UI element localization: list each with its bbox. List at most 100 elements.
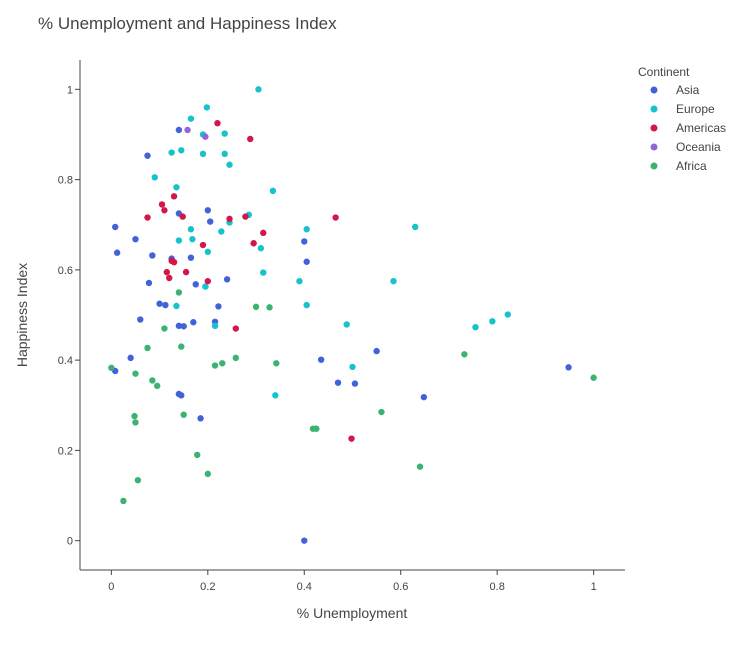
point-americas[interactable] bbox=[144, 214, 151, 221]
point-asia[interactable] bbox=[303, 258, 310, 265]
point-africa[interactable] bbox=[313, 425, 320, 432]
point-africa[interactable] bbox=[161, 325, 168, 332]
point-europe[interactable] bbox=[257, 245, 265, 252]
point-oceania[interactable] bbox=[202, 133, 209, 140]
point-asia[interactable] bbox=[373, 347, 380, 355]
point-europe[interactable] bbox=[187, 115, 195, 122]
point-africa[interactable] bbox=[232, 354, 239, 362]
point-africa[interactable] bbox=[204, 470, 212, 478]
point-asia[interactable] bbox=[145, 279, 153, 287]
point-americas[interactable] bbox=[332, 214, 339, 221]
point-asia[interactable] bbox=[175, 322, 183, 330]
point-asia[interactable] bbox=[132, 235, 139, 243]
point-africa[interactable] bbox=[134, 476, 142, 484]
point-africa[interactable] bbox=[590, 374, 597, 381]
point-europe[interactable] bbox=[189, 235, 196, 243]
point-europe[interactable] bbox=[173, 184, 180, 191]
point-asia[interactable] bbox=[112, 223, 119, 231]
point-asia[interactable] bbox=[178, 392, 185, 399]
point-americas[interactable] bbox=[250, 240, 257, 247]
point-africa[interactable] bbox=[175, 289, 183, 296]
point-africa[interactable] bbox=[153, 382, 161, 390]
point-africa[interactable] bbox=[416, 463, 424, 470]
point-europe[interactable] bbox=[472, 323, 479, 331]
point-europe[interactable] bbox=[187, 226, 195, 233]
point-europe[interactable] bbox=[221, 130, 228, 137]
point-europe[interactable] bbox=[221, 150, 228, 158]
point-asia[interactable] bbox=[351, 380, 359, 387]
legend-item-oceania[interactable]: Oceania bbox=[650, 140, 722, 154]
point-africa[interactable] bbox=[132, 419, 139, 426]
point-americas[interactable] bbox=[232, 325, 239, 332]
point-europe[interactable] bbox=[303, 226, 310, 233]
point-americas[interactable] bbox=[170, 193, 178, 200]
legend-item-asia[interactable]: Asia bbox=[650, 83, 700, 97]
point-africa[interactable] bbox=[273, 360, 280, 367]
point-africa[interactable] bbox=[132, 370, 139, 377]
point-europe[interactable] bbox=[269, 187, 277, 195]
point-europe[interactable] bbox=[272, 392, 279, 399]
point-europe[interactable] bbox=[151, 174, 158, 181]
point-europe[interactable] bbox=[349, 363, 356, 371]
point-africa[interactable] bbox=[144, 344, 151, 352]
point-asia[interactable] bbox=[301, 238, 308, 245]
point-europe[interactable] bbox=[203, 104, 211, 111]
point-africa[interactable] bbox=[178, 343, 185, 350]
point-africa[interactable] bbox=[193, 451, 201, 459]
point-asia[interactable] bbox=[215, 303, 222, 310]
point-americas[interactable] bbox=[163, 268, 171, 276]
point-asia[interactable] bbox=[301, 537, 308, 544]
point-americas[interactable] bbox=[260, 229, 267, 237]
point-asia[interactable] bbox=[180, 323, 187, 330]
point-asia[interactable] bbox=[137, 316, 144, 323]
point-europe[interactable] bbox=[255, 86, 262, 93]
point-asia[interactable] bbox=[334, 379, 342, 386]
point-oceania[interactable] bbox=[184, 126, 191, 134]
point-asia[interactable] bbox=[420, 393, 428, 401]
point-asia[interactable] bbox=[207, 218, 214, 225]
point-europe[interactable] bbox=[489, 318, 496, 325]
point-africa[interactable] bbox=[266, 304, 273, 311]
point-asia[interactable] bbox=[149, 252, 156, 259]
point-asia[interactable] bbox=[565, 364, 572, 371]
point-africa[interactable] bbox=[108, 364, 115, 372]
point-europe[interactable] bbox=[178, 147, 185, 154]
point-asia[interactable] bbox=[192, 281, 199, 288]
point-americas[interactable] bbox=[214, 119, 221, 127]
point-africa[interactable] bbox=[252, 303, 260, 311]
point-asia[interactable] bbox=[113, 249, 121, 256]
point-europe[interactable] bbox=[504, 311, 512, 318]
point-asia[interactable] bbox=[190, 319, 197, 326]
point-europe[interactable] bbox=[303, 301, 310, 309]
point-africa[interactable] bbox=[180, 411, 187, 418]
point-americas[interactable] bbox=[170, 258, 178, 266]
point-europe[interactable] bbox=[343, 321, 350, 328]
point-africa[interactable] bbox=[219, 360, 226, 367]
point-asia[interactable] bbox=[127, 354, 134, 362]
point-asia[interactable] bbox=[175, 126, 183, 134]
point-asia[interactable] bbox=[187, 254, 195, 261]
point-europe[interactable] bbox=[260, 269, 267, 276]
point-africa[interactable] bbox=[149, 377, 156, 384]
point-africa[interactable] bbox=[378, 408, 385, 416]
point-asia[interactable] bbox=[144, 152, 151, 159]
point-europe[interactable] bbox=[168, 149, 175, 156]
point-africa[interactable] bbox=[131, 412, 138, 420]
point-europe[interactable] bbox=[202, 283, 209, 290]
point-asia[interactable] bbox=[204, 207, 212, 214]
point-asia[interactable] bbox=[156, 300, 163, 307]
legend-item-africa[interactable]: Africa bbox=[650, 159, 708, 173]
point-europe[interactable] bbox=[390, 277, 397, 285]
point-europe[interactable] bbox=[226, 161, 233, 168]
legend-item-americas[interactable]: Americas bbox=[650, 121, 727, 135]
point-europe[interactable] bbox=[204, 248, 212, 256]
point-americas[interactable] bbox=[242, 213, 249, 220]
legend-item-europe[interactable]: Europe bbox=[650, 102, 716, 116]
point-americas[interactable] bbox=[182, 268, 190, 276]
point-europe[interactable] bbox=[211, 322, 219, 330]
point-americas[interactable] bbox=[158, 201, 166, 208]
point-europe[interactable] bbox=[218, 228, 225, 235]
point-europe[interactable] bbox=[175, 237, 183, 244]
point-americas[interactable] bbox=[348, 435, 355, 442]
point-europe[interactable] bbox=[173, 302, 180, 310]
